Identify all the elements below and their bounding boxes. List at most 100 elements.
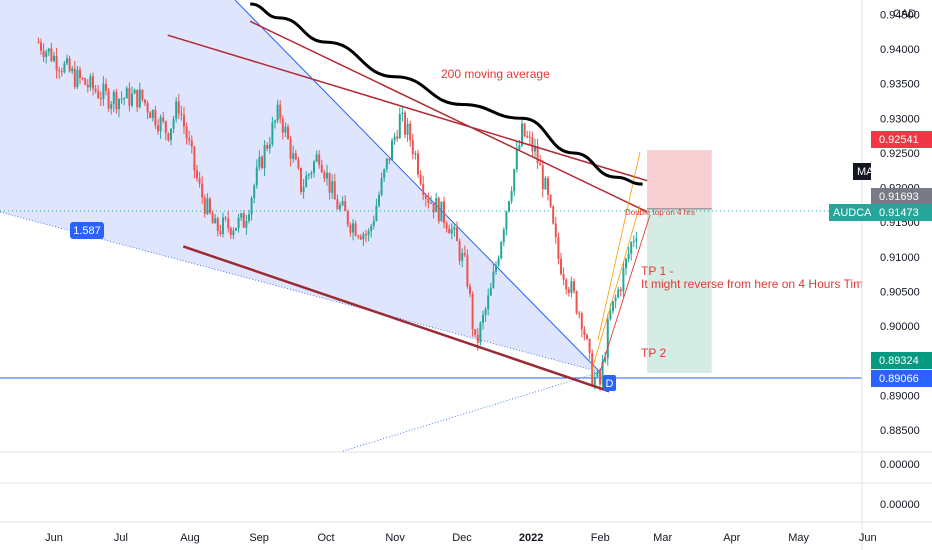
candle-body	[546, 178, 549, 195]
candle-body	[250, 197, 253, 215]
trendline[interactable]	[249, 20, 648, 213]
candle-body	[437, 198, 440, 222]
time-tick-label: Dec	[452, 532, 472, 544]
candle-body	[466, 255, 469, 287]
time-tick-label: Aug	[180, 532, 200, 544]
candle-body	[182, 115, 185, 127]
candle-body	[492, 271, 495, 288]
time-tick-label: Oct	[317, 532, 334, 544]
candle-body	[232, 230, 235, 236]
candle-body	[315, 154, 318, 162]
candle-body	[154, 109, 157, 126]
candle-body	[474, 329, 477, 335]
candle-body	[50, 48, 53, 61]
candle-body	[130, 93, 133, 106]
candle-body	[494, 264, 497, 272]
candle-body	[622, 268, 625, 292]
candle-body	[216, 218, 219, 231]
candle-body	[338, 205, 341, 210]
candle-body	[175, 101, 178, 119]
trendline[interactable]	[167, 34, 648, 182]
candle-body	[268, 144, 271, 149]
candle-body	[448, 228, 451, 234]
candle-body	[401, 112, 404, 114]
take-profit-zone[interactable]	[647, 208, 712, 373]
candle-body	[45, 51, 48, 58]
candle-body	[229, 227, 232, 236]
candle-body	[354, 223, 357, 236]
support-price: 0.89066	[879, 373, 919, 385]
candle-body	[52, 55, 55, 61]
candle-body	[208, 198, 211, 213]
candle-body	[383, 169, 386, 179]
candle-body	[273, 120, 276, 123]
price-tick-label: 0.89000	[880, 390, 920, 402]
candle-body	[513, 169, 516, 192]
fib-level-badge[interactable]	[70, 222, 104, 239]
candle-body	[81, 78, 84, 80]
candle-body	[227, 218, 230, 228]
pattern-leg-line[interactable]	[234, 0, 601, 373]
candle-body	[606, 319, 609, 358]
candle-body	[341, 201, 344, 206]
candle-body	[578, 313, 581, 315]
time-tick-label: Mar	[653, 532, 672, 544]
candle-body	[583, 329, 586, 336]
candle-body	[554, 223, 557, 238]
candle-body	[206, 198, 209, 214]
candle-body	[94, 88, 97, 92]
stop-loss-zone[interactable]	[647, 150, 712, 209]
candle-body	[211, 212, 214, 224]
time-axis[interactable]: Jun Jul Aug Sep Oct Nov Dec 2022 Feb Mar Apr May Jun	[45, 532, 877, 544]
candle-body	[450, 229, 453, 234]
candle-body	[180, 113, 183, 116]
candle-body	[299, 167, 302, 192]
candle-body	[549, 194, 552, 207]
candle-body	[86, 84, 89, 88]
trendline[interactable]	[182, 245, 610, 393]
candle-body	[539, 162, 542, 166]
moving-average-label: 200 moving average	[441, 67, 550, 81]
candle-body	[635, 238, 638, 242]
long-position-tool[interactable]	[647, 150, 712, 373]
candle-body	[510, 191, 513, 202]
time-tick-label: Jun	[45, 532, 63, 544]
candle-body	[141, 89, 144, 100]
candle-body	[528, 136, 531, 138]
candle-body	[247, 214, 250, 222]
candle-body	[302, 187, 305, 192]
candle-body	[55, 55, 58, 71]
candle-body	[630, 242, 633, 254]
candle-body	[398, 113, 401, 139]
candle-body	[432, 202, 435, 213]
candle-body	[463, 253, 466, 256]
moving-average-200-line[interactable]	[250, 2, 643, 186]
candle-body	[104, 83, 107, 91]
point-d-badge[interactable]	[603, 375, 616, 391]
rising-channel-line[interactable]	[599, 214, 651, 373]
candle-body	[65, 58, 68, 64]
candle-body	[614, 297, 617, 302]
candle-body	[435, 198, 438, 213]
trendlines[interactable]	[167, 20, 648, 393]
time-tick-label: 2022	[519, 532, 543, 544]
pattern-projection-dotted[interactable]	[339, 371, 601, 453]
candle-body	[507, 201, 510, 212]
candle-body	[567, 289, 570, 293]
candle-body	[518, 145, 521, 150]
candle-body	[39, 42, 42, 51]
candle-body	[149, 112, 152, 119]
candle-body	[323, 172, 326, 179]
candle-body	[328, 172, 331, 193]
candle-body	[601, 361, 604, 385]
candle-body	[596, 371, 599, 377]
candle-body	[162, 117, 165, 122]
current-price: 0.91473	[879, 207, 919, 219]
candle-body	[502, 229, 505, 243]
wedge-line-upper[interactable]	[591, 204, 641, 371]
candle-body	[367, 231, 370, 236]
candle-body	[523, 123, 526, 137]
candle-body	[58, 70, 61, 72]
candle-body	[99, 97, 102, 99]
